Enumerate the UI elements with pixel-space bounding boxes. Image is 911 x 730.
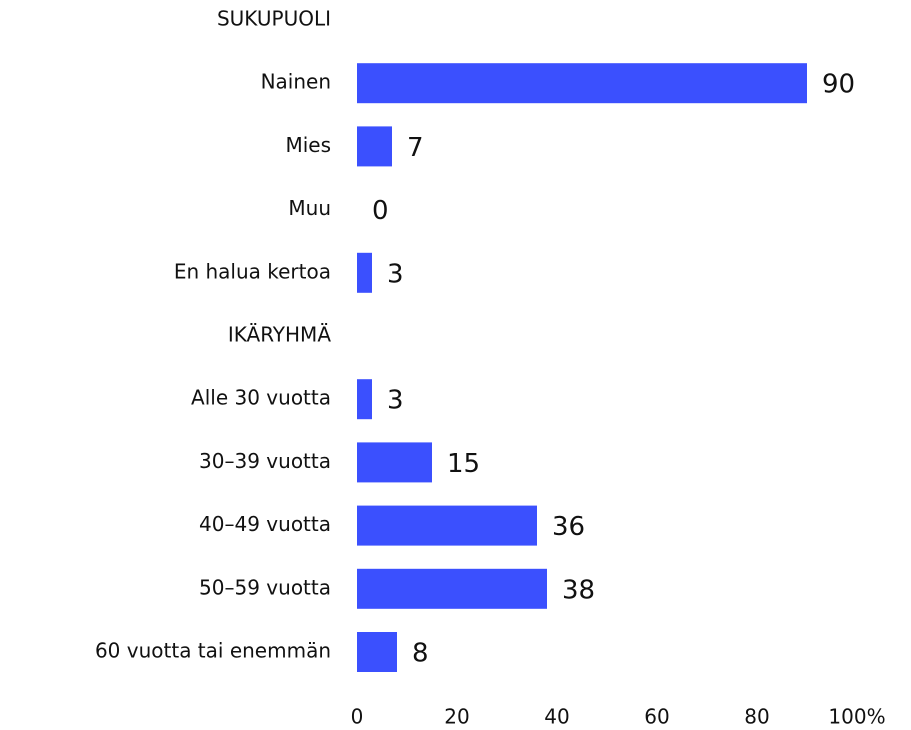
category-label: Muu [288, 196, 331, 220]
bar [357, 252, 372, 293]
bar [357, 442, 432, 483]
bar [357, 63, 807, 104]
x-tick-label: 80 [744, 705, 769, 729]
category-label: 30–39 vuotta [199, 449, 331, 473]
x-tick-label: 100% [828, 705, 885, 729]
category-label: Nainen [261, 70, 331, 94]
bar [357, 505, 537, 546]
category-label: SUKUPUOLI [217, 7, 331, 31]
x-tick-label: 40 [544, 705, 569, 729]
value-label: 15 [447, 449, 480, 479]
value-label: 38 [562, 575, 595, 605]
x-tick-label: 0 [351, 705, 364, 729]
bar [357, 568, 547, 609]
value-label: 36 [552, 512, 585, 542]
category-label: 60 vuotta tai enemmän [95, 639, 331, 663]
value-label: 90 [822, 70, 855, 100]
bar [357, 379, 372, 420]
category-label: IKÄRYHMÄ [228, 323, 331, 347]
category-label: Mies [285, 133, 331, 157]
value-label: 7 [407, 133, 424, 163]
bar [357, 632, 397, 672]
value-label: 3 [387, 386, 404, 416]
bar [357, 126, 392, 167]
category-label: Alle 30 vuotta [191, 386, 331, 410]
category-label: 40–49 vuotta [199, 512, 331, 536]
value-label: 0 [372, 196, 389, 226]
x-tick-label: 60 [644, 705, 669, 729]
category-label: En halua kertoa [174, 259, 331, 283]
category-label: 50–59 vuotta [199, 575, 331, 599]
value-label: 8 [412, 639, 429, 669]
value-label: 3 [387, 259, 404, 289]
x-tick-label: 20 [444, 705, 469, 729]
